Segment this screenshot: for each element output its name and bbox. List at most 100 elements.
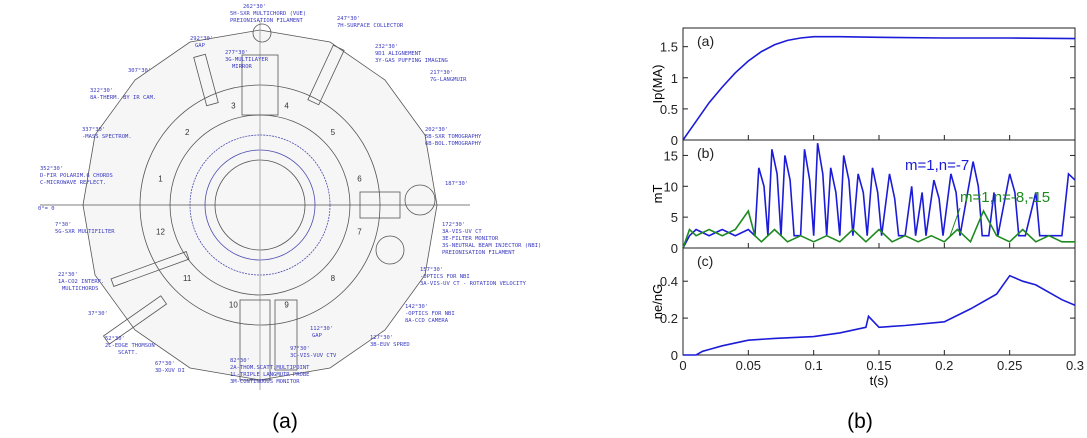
panel-label: (c) bbox=[697, 253, 713, 269]
port-number: 3 bbox=[231, 102, 236, 111]
diagram-label: MULTICHORDS bbox=[62, 286, 98, 292]
diagram-label: 337°30' bbox=[82, 127, 105, 133]
diagram-label: 37°30' bbox=[88, 311, 108, 317]
diagram-label: GAP bbox=[312, 333, 323, 339]
x-tick-label: 0.25 bbox=[997, 358, 1022, 373]
data-line bbox=[683, 211, 1075, 248]
plot-frame bbox=[683, 248, 1075, 355]
y-tick-label: 1.5 bbox=[660, 40, 678, 55]
port-number: 7 bbox=[357, 228, 362, 237]
diagram-label: 1L-TRIPLE LANGMUIR PROBE bbox=[230, 372, 309, 378]
diagram-label: 112°30' bbox=[310, 326, 333, 332]
legend-label: m=1,n=-8,-15 bbox=[960, 189, 1050, 206]
diagram-label: MIRROR bbox=[232, 64, 253, 70]
diagram-label: 232°30' bbox=[375, 44, 398, 50]
diagram-label: 262°30' bbox=[243, 4, 266, 10]
diagram-label: -OPTICS FOR NBI bbox=[405, 311, 455, 317]
port-number: 8 bbox=[331, 274, 336, 283]
diagram-label: 3D-XUV DI bbox=[155, 368, 185, 374]
y-axis-label: mT bbox=[650, 185, 665, 204]
y-tick-label: 10 bbox=[664, 179, 678, 194]
diagram-label: SCATT. bbox=[118, 350, 138, 356]
panel-label: (a) bbox=[697, 33, 714, 49]
plot-frame bbox=[683, 28, 1075, 140]
port-number: 6 bbox=[357, 174, 362, 183]
x-tick-label: 0.3 bbox=[1066, 358, 1084, 373]
diagram-label: PREIONISATION FILAMENT bbox=[230, 18, 304, 24]
diagram-label: 352°30' bbox=[40, 166, 63, 172]
diagram-label: 2A-THOM.SCATT.MULTIPOINT bbox=[230, 365, 310, 371]
diagram-label: 6B-BOL.TOMOGRAPHY bbox=[425, 141, 482, 147]
diagram-label: 247°30' bbox=[337, 16, 360, 22]
panel-label: (b) bbox=[697, 145, 714, 161]
port-number: 10 bbox=[229, 300, 238, 309]
port-number: 4 bbox=[284, 102, 289, 111]
diagram-label: 5G-SXR MULTIFILTER bbox=[55, 229, 115, 235]
diagram-label: 2C-EDGE THOMSON bbox=[105, 343, 155, 349]
figure: 262°30'5H-SXR MULTICHORD (VUE)PREIONISAT… bbox=[0, 0, 1087, 438]
diagram-label: D-FIR POLARIM.6 CHORDS bbox=[40, 173, 113, 179]
diagram-drawing bbox=[40, 20, 470, 390]
x-tick-label: 0 bbox=[679, 358, 686, 373]
diagram-label: 3S-NEUTRAL BEAM INJECTOR (NBI) bbox=[442, 243, 541, 249]
x-tick-label: 0.05 bbox=[736, 358, 761, 373]
diagram-label: 187°30' bbox=[445, 181, 468, 187]
legend-label: m=1,n=-7 bbox=[905, 157, 969, 174]
caption: (a) bbox=[272, 410, 298, 433]
diagram-label: 9D1 ALIGNEMENT bbox=[375, 51, 422, 57]
diagram-label: 8A-CCD CAMERA bbox=[405, 318, 449, 324]
diagram-label: 3A-VIS-UV CT bbox=[442, 229, 482, 235]
y-tick-label: 5 bbox=[671, 210, 678, 225]
diagram-label: 82°30' bbox=[230, 358, 250, 364]
diagram-label: 7H-SURFACE COLLECTOR bbox=[337, 23, 404, 29]
diagram-label: 157°30' bbox=[420, 267, 443, 273]
diagram-label: 202°30' bbox=[425, 127, 448, 133]
x-tick-label: 0.2 bbox=[935, 358, 953, 373]
diagram-label: 7°30' bbox=[55, 222, 72, 228]
diagram-label: 5B-SXR TOMOGRAPHY bbox=[425, 134, 482, 140]
diagram-label: 3E-FILTER MONITOR bbox=[442, 236, 499, 242]
diagram-label: 5H-SXR MULTICHORD (VUE) bbox=[230, 11, 306, 17]
port-number: 11 bbox=[183, 274, 192, 283]
y-tick-label: 15 bbox=[664, 148, 678, 163]
data-line bbox=[683, 276, 1075, 355]
plots: 00.511.5(a)Ip(MA)051015(b)mTm=1,n=-7m=1,… bbox=[650, 28, 1084, 388]
diagram-label: 172°30' bbox=[442, 222, 465, 228]
diagram-label: 8A-THERM. BY IR CAM. bbox=[90, 95, 156, 101]
y-tick-label: 0 bbox=[671, 241, 678, 256]
port-number: 2 bbox=[185, 128, 190, 137]
diagram-label: 3A-VIS-UV CT - ROTATION VELOCITY bbox=[420, 281, 527, 287]
y-tick-label: 1 bbox=[671, 71, 678, 86]
diagram-label: 127°30' bbox=[370, 335, 393, 341]
diagram-label: GAP bbox=[195, 43, 206, 49]
caption: (b) bbox=[847, 410, 873, 433]
diagram-label: PREIONISATION FILAMENT bbox=[442, 250, 516, 256]
diagram-label: 22°30' bbox=[58, 272, 78, 278]
diagram-label: 1A-CO2 INTERF. bbox=[58, 279, 104, 285]
diagram-label: 277°30' bbox=[225, 50, 248, 56]
y-tick-label: 0 bbox=[671, 133, 678, 148]
diagram-label: 67°30' bbox=[155, 361, 175, 367]
diagram-label: C-MICROWAVE REFLECT. bbox=[40, 180, 106, 186]
y-axis-label: ne/nG bbox=[650, 284, 665, 319]
port-number: 5 bbox=[331, 128, 336, 137]
x-tick-label: 0.1 bbox=[805, 358, 823, 373]
diagram-label: 3M-CONTINUOUS MONITOR bbox=[230, 379, 300, 385]
diagram-label: 322°30' bbox=[90, 88, 113, 94]
port-number: 12 bbox=[156, 228, 165, 237]
diagram-label: 3G-MULTILAYER bbox=[225, 57, 269, 63]
y-axis-label: Ip(MA) bbox=[650, 65, 665, 104]
diagram-label: 52°30' bbox=[105, 336, 125, 342]
diagram-label: 97°30' bbox=[290, 346, 310, 352]
data-line bbox=[683, 37, 1075, 140]
diagram-label: -OPTICS FOR NBI bbox=[420, 274, 470, 280]
diagram-label: 217°30' bbox=[430, 70, 453, 76]
diagram-label: 0°= 0 bbox=[38, 206, 55, 212]
port-number: 9 bbox=[284, 300, 289, 309]
diagram-label: 3B-EUV SPRED bbox=[370, 342, 410, 348]
diagram-label: 142°30' bbox=[405, 304, 428, 310]
port-number: 1 bbox=[158, 174, 163, 183]
diagram-label: 307°30' bbox=[128, 68, 151, 74]
x-axis-label: t(s) bbox=[870, 373, 889, 388]
diagram-label: 7G-LANGMUIR bbox=[430, 77, 467, 83]
